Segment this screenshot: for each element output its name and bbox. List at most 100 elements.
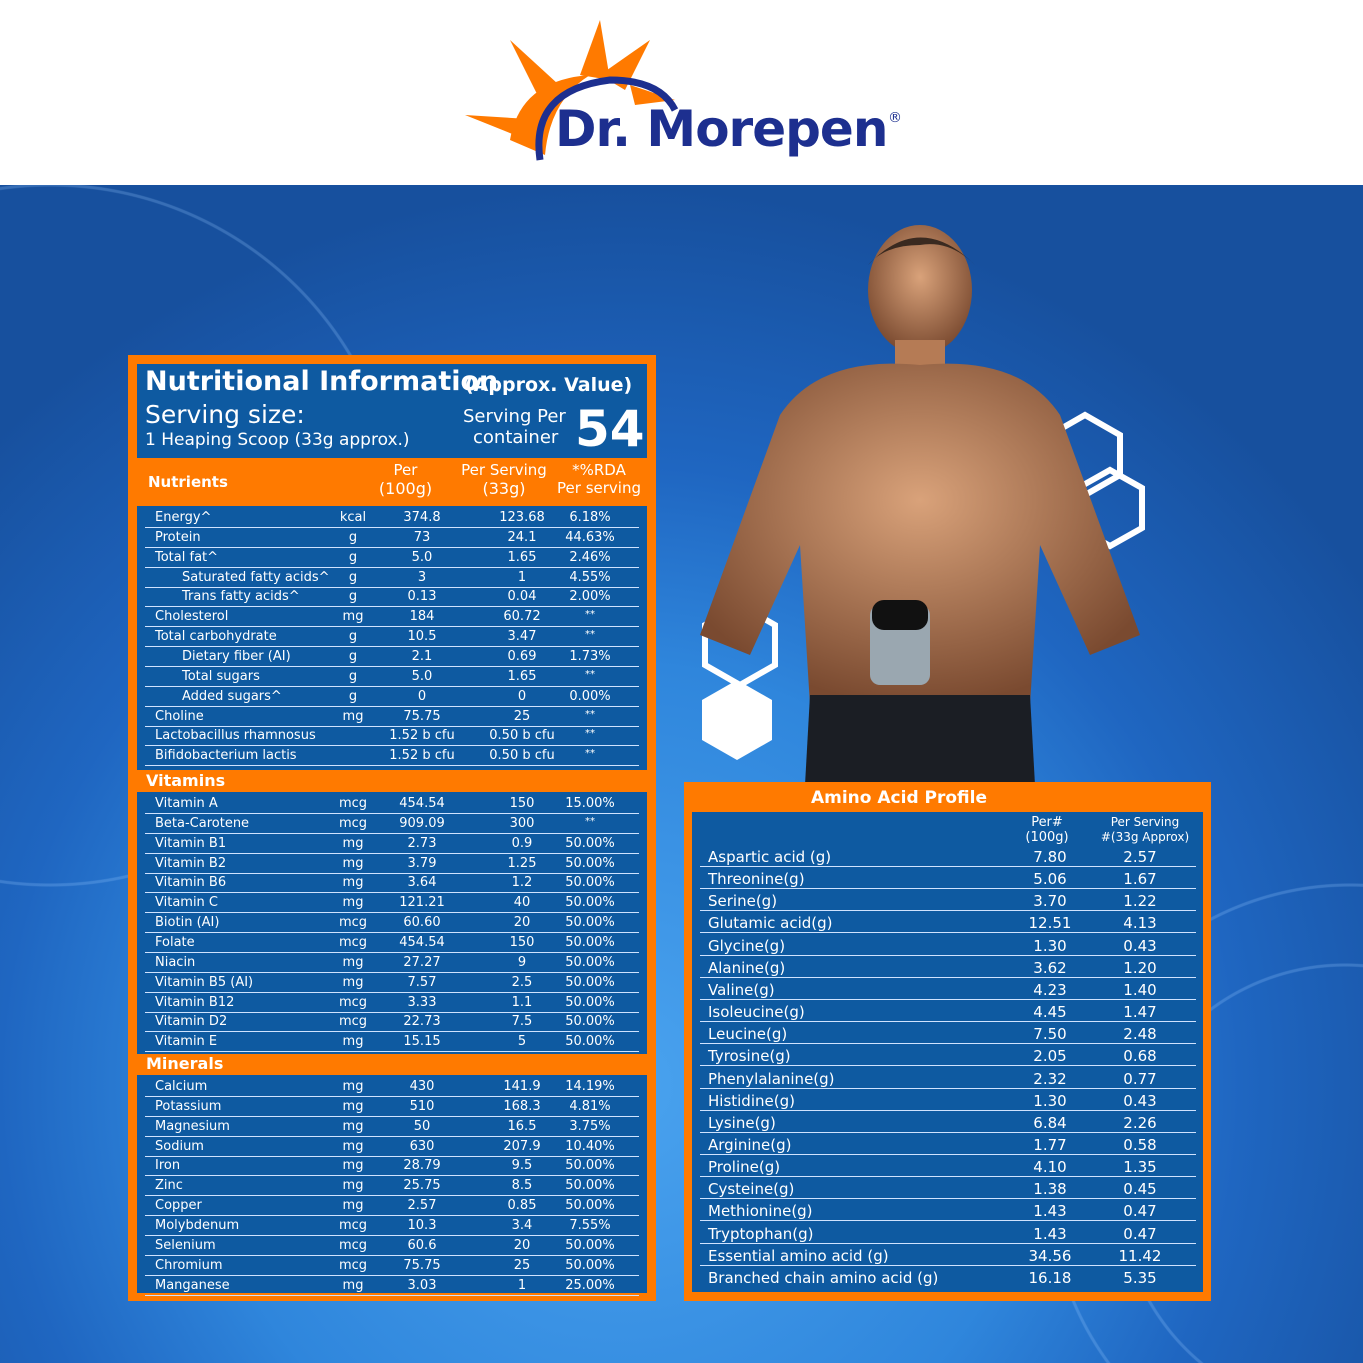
cell-per100: 2.57 — [407, 1198, 437, 1214]
nutrient-row: Vitamin E mg 15.15 5 50.00% — [145, 1032, 639, 1053]
cell-rda: 7.55% — [569, 1217, 611, 1233]
cell-serving: 1.25 — [507, 855, 537, 871]
cell-serving: 9.5 — [511, 1158, 533, 1174]
cell-per100: 7.50 — [1033, 1025, 1067, 1044]
cell-per100: 454.54 — [399, 796, 445, 811]
cell-serving: 0.45 — [1123, 1180, 1157, 1199]
cell-name: Total fat^ — [155, 549, 219, 565]
cell-serving: 1.67 — [1123, 870, 1157, 889]
nutrient-row: Vitamin D2 mcg 22.73 7.5 50.00% — [145, 1012, 639, 1033]
cell-rda: 4.55% — [569, 569, 611, 585]
cell-serving: 0.68 — [1123, 1047, 1157, 1066]
cell-serving: 0.47 — [1123, 1224, 1157, 1243]
cell-rda: 15.00% — [565, 796, 615, 811]
nutrient-row: Zinc mg 25.75 8.5 50.00% — [145, 1176, 639, 1197]
cell-name: Vitamin D2 — [155, 1014, 228, 1030]
cell-per100: 5.06 — [1033, 870, 1067, 889]
cell-serving: 1 — [517, 569, 527, 585]
cell-per100: 6.84 — [1033, 1113, 1067, 1132]
col-rda-sub: Per serving — [557, 479, 641, 497]
cell-per100: 510 — [409, 1098, 435, 1114]
servings-per-label: Serving Per — [463, 406, 566, 427]
cell-name: Total carbohydrate — [155, 629, 277, 645]
cell-serving: 5 — [517, 1034, 527, 1050]
col-rda: *%RDA — [572, 461, 626, 479]
cell-per100: 1.43 — [1033, 1202, 1067, 1221]
amino-row: Proline(g) 4.10 1.35 — [700, 1155, 1196, 1178]
cell-unit: mg — [342, 835, 364, 851]
cell-serving: 16.5 — [507, 1118, 537, 1134]
amino-col-per100: Per# — [1031, 815, 1063, 830]
amino-col-per100-sub: (100g) — [1025, 830, 1069, 845]
cell-name: Iron — [155, 1158, 181, 1174]
nutrient-row: Vitamin B2 mg 3.79 1.25 50.00% — [145, 854, 639, 874]
cell-per100: 27.27 — [403, 954, 441, 970]
amino-row: Arginine(g) 1.77 0.58 — [700, 1133, 1196, 1155]
cell-name: Dietary fiber (AI) — [182, 648, 291, 664]
cell-serving: 7.5 — [511, 1014, 533, 1030]
nutrient-row: Biotin (AI) mcg 60.60 20 50.00% — [145, 913, 639, 934]
cell-name: Sodium — [155, 1138, 204, 1154]
cell-serving: 0.43 — [1123, 1091, 1157, 1110]
cell-name: Trans fatty acids^ — [182, 589, 300, 605]
amino-title: Amino Acid Profile — [810, 788, 988, 808]
cell-per100: 5.0 — [411, 549, 433, 565]
cell-unit: mg — [342, 1098, 364, 1114]
cell-per100: 3 — [417, 569, 427, 585]
cell-name: Threonine(g) — [708, 870, 805, 889]
cell-serving: 1.65 — [507, 549, 537, 565]
sun-logo-icon — [465, 20, 679, 161]
nutrient-row: Molybdenum mcg 10.3 3.4 7.55% — [145, 1216, 639, 1236]
vitamins-heading: Vitamins — [146, 771, 226, 790]
cell-per100: 73 — [413, 529, 431, 545]
nutrient-row: Protein g 73 24.1 44.63% — [145, 528, 639, 548]
amino-row: Lysine(g) 6.84 2.26 — [700, 1111, 1196, 1133]
cell-name: Cysteine(g) — [708, 1180, 795, 1199]
cell-unit: mg — [342, 1118, 364, 1134]
cell-unit: g — [348, 549, 358, 565]
cell-per100: 4.10 — [1033, 1158, 1067, 1177]
amino-row: Methionine(g) 1.43 0.47 — [700, 1199, 1196, 1222]
cell-per100: 5.0 — [411, 668, 433, 684]
cell-per100: 75.75 — [403, 1257, 441, 1273]
cell-per100: 3.03 — [407, 1277, 437, 1293]
cell-name: Phenylalanine(g) — [708, 1069, 835, 1088]
cell-per100: 60.6 — [407, 1237, 437, 1253]
cell-rda: 0.00% — [569, 688, 611, 704]
cell-per100: 2.73 — [407, 835, 437, 851]
nutrient-row: Bifidobacterium lactis 1.52 b cfu 0.50 b c… — [145, 746, 639, 767]
nutrient-row: Energy^ kcal 374.8 123.68 6.18% — [145, 508, 639, 528]
nutrient-row: Iron mg 28.79 9.5 50.00% — [145, 1156, 639, 1177]
cell-name: Bifidobacterium lactis — [155, 748, 297, 764]
cell-rda: 25.00% — [565, 1277, 615, 1293]
cell-per100: 454.54 — [399, 934, 445, 950]
cell-rda: ** — [585, 629, 595, 641]
cell-unit: mcg — [338, 1237, 368, 1253]
nutrient-row: Beta-Carotene mcg 909.09 300 ** — [145, 814, 639, 834]
cell-serving: 1.2 — [511, 875, 533, 891]
cell-serving: 2.48 — [1123, 1025, 1157, 1044]
nutrient-row: Sodium mg 630 207.9 10.40% — [145, 1137, 639, 1157]
serving-size-value: 1 Heaping Scoop (33g approx.) — [145, 430, 410, 450]
cell-per100: 60.60 — [403, 915, 441, 931]
cell-serving: 168.3 — [503, 1098, 541, 1114]
nutrient-row: Potassium mg 510 168.3 4.81% — [145, 1097, 639, 1117]
cell-serving: 0 — [517, 688, 527, 704]
cell-per100: 75.75 — [403, 708, 441, 724]
nutrition-header: Nutritional Information (Approx. Value) … — [137, 364, 647, 458]
cell-name: Manganese — [155, 1277, 230, 1293]
cell-per100: 7.57 — [407, 974, 437, 990]
cell-per100: 22.73 — [403, 1014, 441, 1030]
cell-name: Tyrosine(g) — [708, 1047, 791, 1066]
cell-rda: 50.00% — [565, 994, 615, 1010]
cell-unit: mg — [342, 609, 364, 625]
cell-name: Aspartic acid (g) — [708, 848, 832, 866]
cell-serving: 1.20 — [1123, 958, 1157, 977]
container-label: container — [473, 427, 559, 448]
cell-unit: mg — [342, 855, 364, 871]
cell-per100: 2.1 — [411, 648, 433, 664]
serving-size-label: Serving size: — [145, 400, 305, 429]
cell-name: Added sugars^ — [182, 688, 282, 704]
cell-per100: 1.38 — [1033, 1180, 1067, 1199]
amino-table: Per# (100g) Per Serving #(33g Approx) As… — [692, 812, 1203, 1292]
